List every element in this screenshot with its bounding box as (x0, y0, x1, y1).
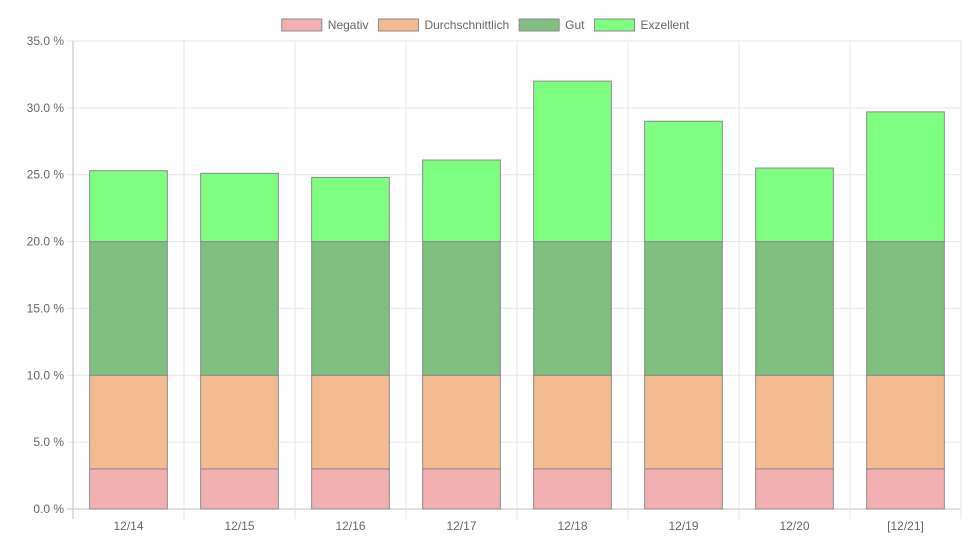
bar-segment-durchschnittlich (755, 374, 834, 470)
bar-segment-negativ (89, 468, 168, 510)
bar-segment-exzellent (755, 167, 834, 243)
y-tick-label: 25.0 % (27, 168, 65, 182)
bar-segment-negativ (866, 468, 945, 510)
bar-segment-negativ (533, 468, 612, 510)
y-tick-label: 35.0 % (27, 34, 65, 48)
bar-segment-exzellent (311, 176, 390, 243)
bar-segment-durchschnittlich (89, 374, 168, 470)
bar-segment-negativ (644, 468, 723, 510)
bar-segment-exzellent (866, 111, 945, 243)
x-tick-label: 12/17 (446, 519, 476, 533)
x-tick-label: 12/15 (224, 519, 254, 533)
bar-segment-durchschnittlich (200, 374, 279, 470)
bar-segment-durchschnittlich (866, 374, 945, 470)
legend-label: Gut (565, 18, 585, 32)
x-tick-label: 12/20 (779, 519, 809, 533)
x-tick-label: 12/19 (668, 519, 698, 533)
y-tick-label: 5.0 % (33, 435, 64, 449)
bar-segment-exzellent (89, 170, 168, 243)
bar-segment-exzellent (644, 120, 723, 243)
bar-segment-gut (866, 241, 945, 376)
bar-segment-durchschnittlich (311, 374, 390, 470)
legend-swatch (281, 18, 323, 32)
legend-swatch (594, 18, 636, 32)
bar-segment-negativ (311, 468, 390, 510)
chart-legend: Negativ Durchschnittlich Gut Exzellent (281, 18, 690, 32)
bar-segment-gut (311, 241, 390, 376)
y-tick-label: 20.0 % (27, 235, 65, 249)
bar-segment-exzellent (200, 172, 279, 243)
bar-segment-exzellent (422, 159, 501, 243)
chart-bars (89, 80, 945, 510)
y-tick-label: 10.0 % (27, 368, 65, 382)
bar-segment-gut (89, 241, 168, 376)
legend-swatch (377, 18, 419, 32)
bar-segment-negativ (422, 468, 501, 510)
bar-segment-gut (200, 241, 279, 376)
y-tick-label: 30.0 % (27, 101, 65, 115)
y-tick-label: 0.0 % (33, 502, 64, 516)
bar-segment-durchschnittlich (533, 374, 612, 470)
bar-segment-durchschnittlich (644, 374, 723, 470)
legend-label: Exzellent (641, 18, 690, 32)
x-tick-label: 12/16 (335, 519, 365, 533)
bar-segment-negativ (200, 468, 279, 510)
bar-segment-gut (533, 241, 612, 376)
x-tick-label: 12/18 (557, 519, 587, 533)
chart-axes: 0.0 % 5.0 % 10.0 % 15.0 % 20.0 % 25.0 % 30.0 %… (27, 34, 924, 533)
legend-swatch (518, 18, 560, 32)
y-tick-label: 15.0 % (27, 301, 65, 315)
bar-segment-gut (755, 241, 834, 376)
x-tick-label: 12/14 (113, 519, 143, 533)
legend-label: Negativ (328, 18, 369, 32)
legend-label: Durchschnittlich (424, 18, 509, 32)
x-tick-label: [12/21] (887, 519, 924, 533)
bar-segment-gut (422, 241, 501, 376)
bar-segment-durchschnittlich (422, 374, 501, 470)
bar-segment-negativ (755, 468, 834, 510)
bar-segment-exzellent (533, 80, 612, 243)
bar-segment-gut (644, 241, 723, 376)
